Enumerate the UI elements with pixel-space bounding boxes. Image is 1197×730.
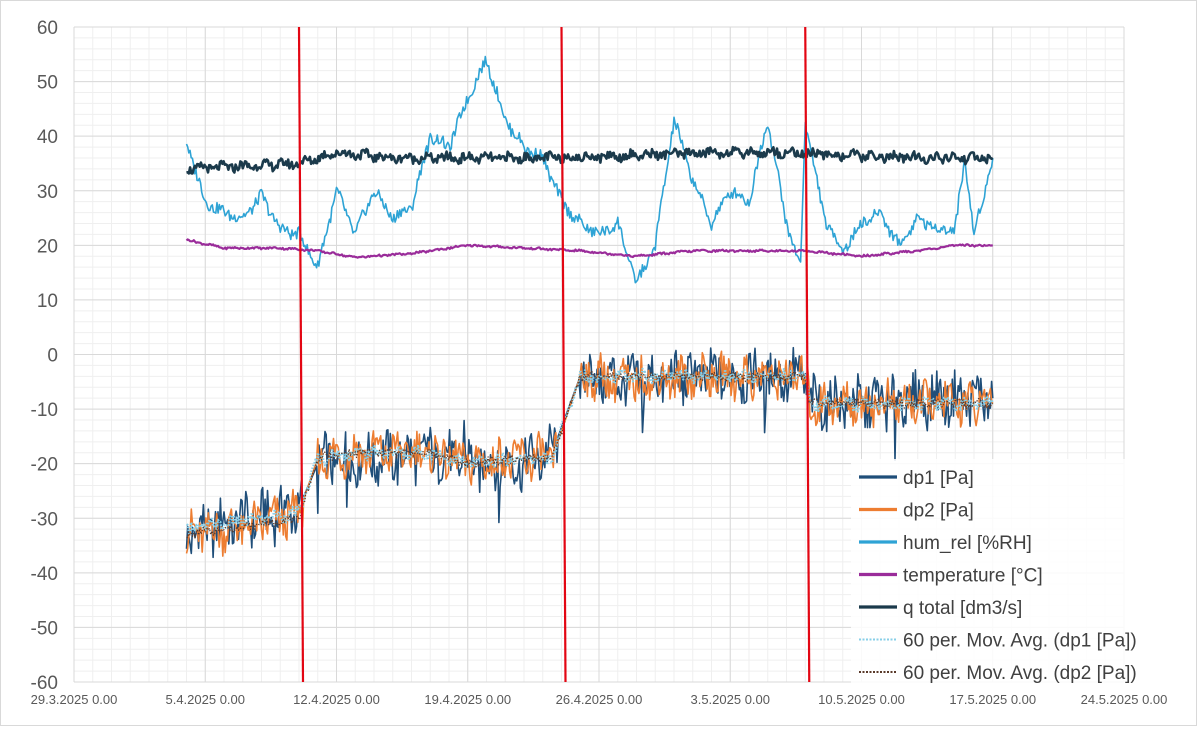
- legend-label: 60 per. Mov. Avg. (dp1 [Pa]): [903, 631, 1137, 652]
- y-tick-label: 10: [37, 291, 58, 312]
- legend-label: dp1 [Pa]: [903, 468, 974, 489]
- vertical-markers: [297, 26, 811, 683]
- y-tick-label: -50: [31, 618, 58, 639]
- legend-label: dp2 [Pa]: [903, 501, 974, 522]
- y-tick-label: 0: [47, 346, 58, 367]
- y-tick-label: -30: [31, 509, 58, 530]
- x-tick-label: 5.4.2025 0.00: [165, 692, 245, 707]
- x-tick-label: 26.4.2025 0.00: [556, 692, 643, 707]
- y-tick-label: -20: [31, 455, 58, 476]
- legend-label: 60 per. Mov. Avg. (dp2 [Pa]): [903, 663, 1137, 684]
- series-line-temperature-c: [185, 238, 993, 259]
- x-tick-label: 10.5.2025 0.00: [818, 692, 905, 707]
- y-tick-label: -10: [31, 400, 58, 421]
- x-axis: 29.3.2025 0.00 5.4.2025 0.00 12.4.2025 0.0…: [31, 692, 1168, 707]
- legend-label: q total [dm3/s]: [903, 598, 1022, 619]
- x-tick-label: 3.5.2025 0.00: [690, 692, 770, 707]
- plot-area: [73, 26, 1125, 683]
- y-tick-label: 30: [37, 182, 58, 203]
- series-line-dp2-pa: [185, 350, 994, 557]
- vertical-marker-line: [560, 26, 567, 683]
- series-line-q-total-dm3-s: [186, 145, 994, 175]
- legend-background: [851, 459, 1161, 687]
- y-tick-label: 60: [37, 18, 58, 39]
- series-line-60-per-mov-avg-dp1-pa: [185, 367, 994, 535]
- x-tick-label: 12.4.2025 0.00: [293, 692, 380, 707]
- series-layer: [185, 55, 994, 559]
- series-line-60-per-mov-avg-dp2-pa: [186, 370, 993, 539]
- x-tick-label: 19.4.2025 0.00: [424, 692, 511, 707]
- legend: dp1 [Pa] dp2 [Pa] hum_rel [%RH] temperature…: [851, 459, 1161, 687]
- y-tick-label: 20: [37, 236, 58, 257]
- legend-label: hum_rel [%RH]: [903, 533, 1032, 554]
- y-axis: 60 50 40 30 20 10 0 -10 -20 -30 -40 -50 -60: [31, 18, 58, 694]
- y-tick-label: -40: [31, 564, 58, 585]
- vertical-marker-line: [804, 26, 811, 683]
- y-tick-label: -60: [31, 673, 58, 694]
- y-tick-label: 40: [37, 127, 58, 148]
- x-tick-label: 29.3.2025 0.00: [31, 692, 118, 707]
- x-tick-label: 24.5.2025 0.00: [1081, 692, 1168, 707]
- vertical-marker-line: [297, 26, 305, 683]
- x-tick-label: 17.5.2025 0.00: [949, 692, 1036, 707]
- legend-label: temperature [°C]: [903, 566, 1043, 587]
- y-tick-label: 50: [37, 73, 58, 94]
